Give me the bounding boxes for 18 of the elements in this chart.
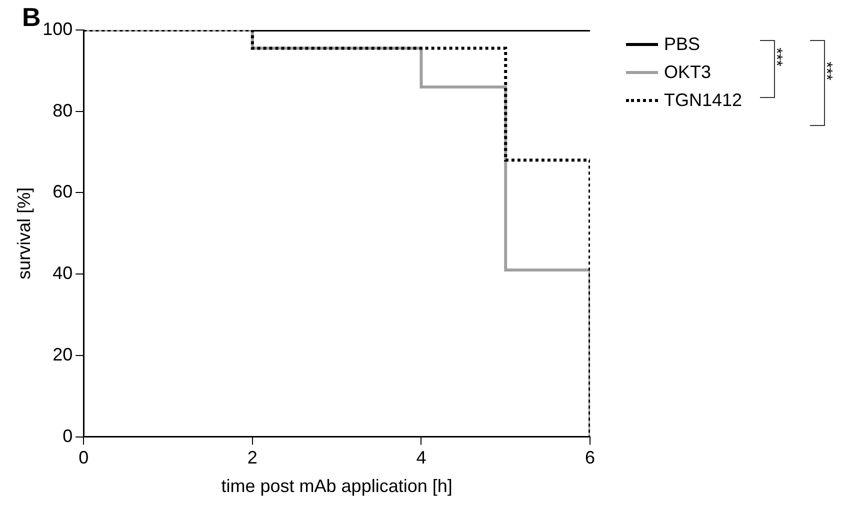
y-tick-label: 0 — [62, 426, 73, 446]
x-tick-label: 2 — [247, 448, 258, 468]
x-tick-label: 4 — [416, 448, 426, 468]
y-tick-label: 40 — [52, 263, 73, 284]
text: B — [22, 2, 41, 33]
y-tick-label: 80 — [52, 100, 73, 120]
legend-label: TGN1412 — [664, 90, 742, 110]
text: *** — [766, 48, 784, 66]
text: *** — [816, 62, 834, 80]
x-axis-title: time post mAb application [h] — [221, 476, 452, 496]
y-tick-label: 60 — [52, 182, 73, 202]
legend-label: OKT3 — [664, 62, 712, 82]
y-axis-title: survival [%] — [14, 187, 34, 280]
legend-label: PBS — [664, 34, 700, 54]
y-tick-label: 100 — [42, 18, 73, 39]
y-tick-label: 20 — [52, 344, 73, 364]
x-tick-label: 0 — [78, 448, 89, 468]
x-tick-label: 6 — [584, 448, 596, 468]
